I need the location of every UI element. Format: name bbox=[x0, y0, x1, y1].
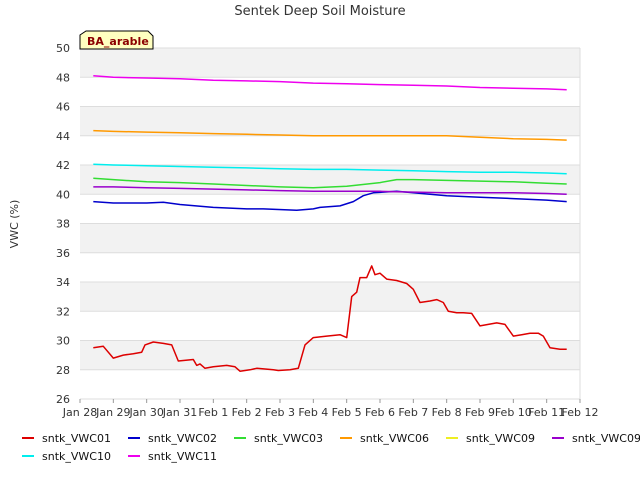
legend-label: sntk_VWC10 bbox=[42, 450, 111, 463]
x-tick-label: Jan 31 bbox=[162, 406, 197, 419]
x-tick-label: Feb 4 bbox=[298, 406, 328, 419]
y-tick-label: 50 bbox=[56, 42, 70, 55]
grid-lines bbox=[80, 47, 581, 400]
plot-band bbox=[80, 369, 580, 399]
y-tick-label: 34 bbox=[56, 276, 70, 289]
x-tick-label: Jan 29 bbox=[95, 406, 130, 419]
badge-box bbox=[79, 30, 154, 50]
series-line-sntk_VWC01 bbox=[93, 265, 567, 372]
plot-band bbox=[80, 106, 580, 136]
y-tick-label: 36 bbox=[56, 247, 70, 260]
series-line-sntk_VWC02 bbox=[93, 190, 567, 212]
y-tick-label: 30 bbox=[56, 335, 70, 348]
plot-background bbox=[80, 48, 580, 399]
x-tick-label: Feb 3 bbox=[265, 406, 295, 419]
badge-label: BA_arable bbox=[87, 35, 149, 48]
legend: sntk_VWC01 sntk_VWC02 sntk_VWC03 sntk_VWC06… bbox=[22, 432, 640, 463]
chart-title: Sentek Deep Soil Moisture bbox=[234, 4, 405, 19]
y-tick-label: 28 bbox=[56, 364, 70, 377]
badge: BA_arable bbox=[79, 30, 154, 50]
plot-band bbox=[80, 194, 580, 224]
x-tick-label: Feb 7 bbox=[398, 406, 428, 419]
x-tick-label: Feb 12 bbox=[562, 406, 599, 419]
y-tick-label: 42 bbox=[56, 159, 70, 172]
series-line-sntk_VWC10 bbox=[93, 163, 567, 175]
x-tick-label: Feb 8 bbox=[432, 406, 462, 419]
y-tick-label: 26 bbox=[56, 393, 70, 406]
legend-label: sntk_VWC11 bbox=[148, 450, 217, 463]
legend-label: sntk_VWC09 bbox=[572, 432, 640, 445]
x-tick-label: Jan 30 bbox=[128, 406, 163, 419]
plot-band bbox=[80, 340, 580, 370]
series-line-sntk_VWC09 bbox=[93, 186, 567, 196]
x-tick-label: Feb 10 bbox=[495, 406, 532, 419]
y-tick-label: 48 bbox=[56, 71, 70, 84]
legend-label: sntk_VWC03 bbox=[254, 432, 323, 445]
plot-band bbox=[80, 252, 580, 282]
series-line-sntk_VWC03 bbox=[93, 177, 567, 189]
legend-label: sntk_VWC06 bbox=[360, 432, 429, 445]
x-tick-label: Jan 28 bbox=[62, 406, 97, 419]
plot-band bbox=[80, 48, 580, 78]
x-tick-label: Feb 5 bbox=[332, 406, 362, 419]
x-tick-label: Feb 9 bbox=[465, 406, 495, 419]
plot-band bbox=[80, 77, 580, 107]
y-tick-label: 46 bbox=[56, 101, 70, 114]
legend-label: sntk_VWC09 bbox=[466, 432, 535, 445]
x-tick-label: Feb 11 bbox=[528, 406, 565, 419]
series-lines bbox=[93, 75, 567, 372]
y-tick-label: 38 bbox=[56, 218, 70, 231]
plot-band bbox=[80, 223, 580, 253]
x-tick-label: Feb 2 bbox=[232, 406, 262, 419]
y-tick-label: 44 bbox=[56, 130, 70, 143]
y-tick-label: 40 bbox=[56, 188, 70, 201]
y-axis-label: VWC (%) bbox=[8, 200, 21, 249]
plot-band bbox=[80, 135, 580, 165]
x-tick-label: Feb 1 bbox=[198, 406, 228, 419]
plot-band bbox=[80, 282, 580, 312]
y-tick-label: 32 bbox=[56, 305, 70, 318]
legend-label: sntk_VWC01 bbox=[42, 432, 111, 445]
x-tick-label: Feb 6 bbox=[365, 406, 395, 419]
series-line-sntk_VWC06 bbox=[93, 129, 567, 141]
legend-label: sntk_VWC02 bbox=[148, 432, 217, 445]
series-line-sntk_VWC11 bbox=[93, 75, 567, 91]
y-axis-ticks: 26 28 30 32 34 36 38 40 42 44 46 48 50 bbox=[56, 42, 70, 406]
